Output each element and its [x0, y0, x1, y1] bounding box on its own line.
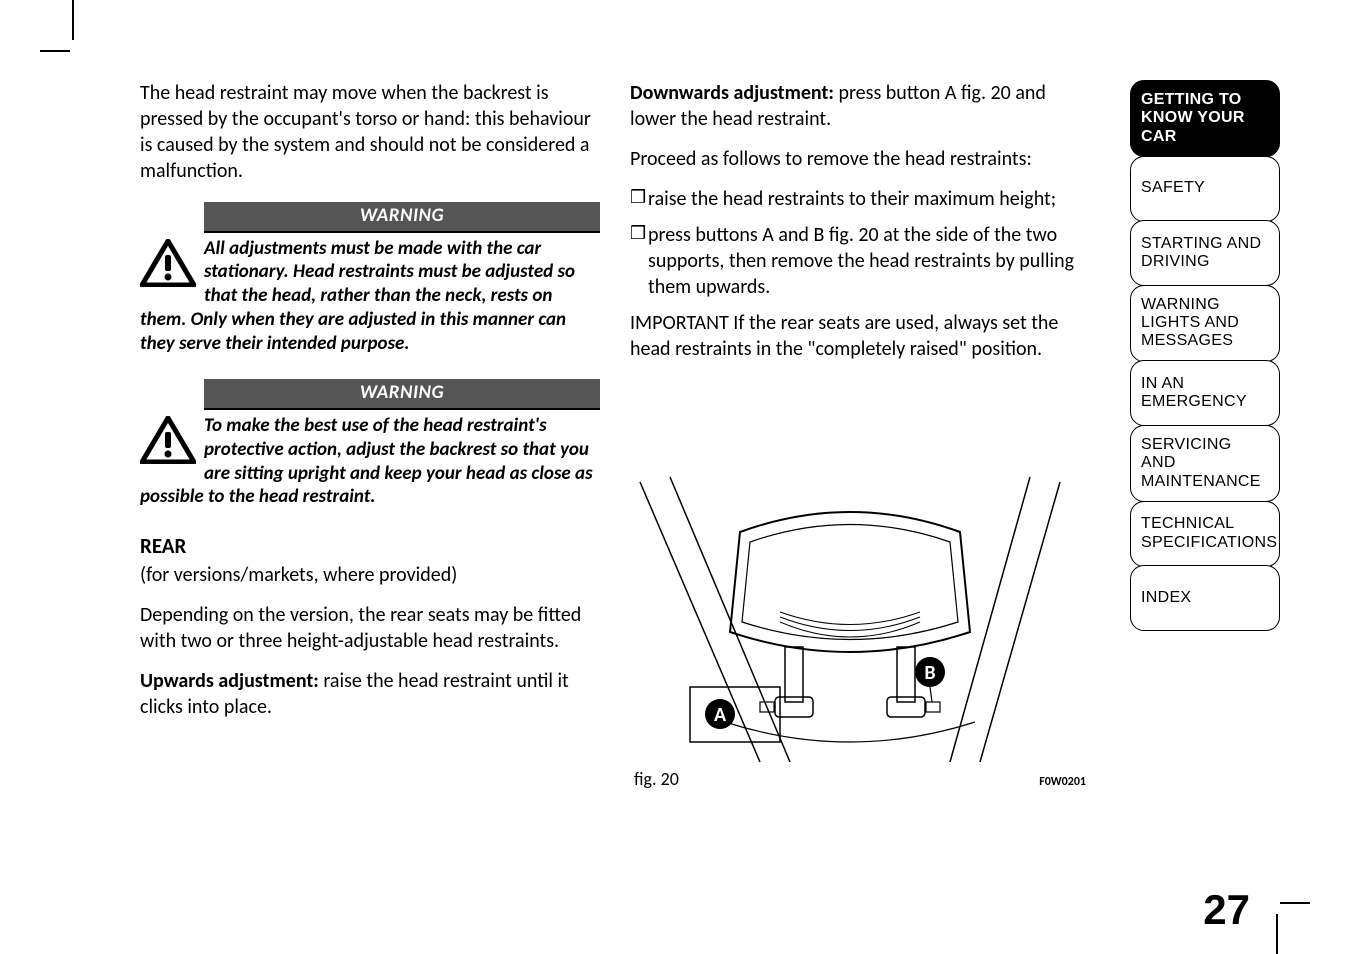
- label-b: B: [924, 661, 935, 685]
- rear-title: REAR: [140, 533, 600, 560]
- bullet-item: ❒ raise the head restraints to their max…: [630, 186, 1090, 212]
- warning-triangle-icon: [140, 416, 196, 464]
- tab-label: STARTING AND DRIVING: [1141, 235, 1269, 272]
- upward-label: Upwards adjustment:: [140, 669, 319, 693]
- tab-label: TECHNICAL SPECIFICATIONS: [1141, 515, 1277, 552]
- bullet-text: raise the head restraints to their maxim…: [648, 186, 1090, 212]
- warning-body: All adjustments must be made with the ca…: [140, 237, 600, 356]
- tab-label: INDEX: [1141, 589, 1191, 607]
- bullet-icon: ❒: [630, 186, 648, 209]
- label-a: A: [714, 703, 727, 727]
- tab-label: GETTING TO KNOW YOUR CAR: [1141, 91, 1269, 146]
- figure-20: A B fig. 20 F0W0201: [630, 472, 1090, 791]
- tab-warning-lights[interactable]: WARNING LIGHTS AND MESSAGES: [1130, 285, 1280, 362]
- tab-label: WARNING LIGHTS AND MESSAGES: [1141, 296, 1269, 351]
- tab-getting-to-know[interactable]: GETTING TO KNOW YOUR CAR: [1130, 80, 1280, 157]
- section-tabs: GETTING TO KNOW YOUR CAR SAFETY STARTING…: [1130, 80, 1280, 894]
- warning-text: To make the best use of the head restrai…: [140, 414, 593, 508]
- rear-paragraph: Depending on the version, the rear seats…: [140, 602, 600, 654]
- intro-paragraph: The head restraint may move when the bac…: [140, 80, 600, 184]
- warning-text: All adjustments must be made with the ca…: [140, 237, 575, 355]
- downward-label: Downwards adjustment:: [630, 81, 834, 105]
- page-number: 27: [1203, 886, 1250, 934]
- tab-starting-driving[interactable]: STARTING AND DRIVING: [1130, 220, 1280, 286]
- bullet-item: ❒ press buttons A and B fig. 20 at the s…: [630, 222, 1090, 300]
- important-paragraph: IMPORTANT If the rear seats are used, al…: [630, 310, 1090, 362]
- figure-code: F0W0201: [1039, 775, 1086, 791]
- content-area: The head restraint may move when the bac…: [140, 80, 1090, 894]
- warning-box-2: WARNING To make the best use of the head…: [140, 379, 600, 509]
- tab-label: SERVICING AND MAINTENANCE: [1141, 436, 1269, 491]
- tab-label: SAFETY: [1141, 179, 1205, 197]
- crop-mark: [1280, 902, 1310, 904]
- right-column: Downwards adjustment: press button A fig…: [630, 80, 1090, 894]
- warning-header: WARNING: [204, 379, 600, 410]
- warning-triangle-icon: [140, 239, 196, 287]
- crop-mark: [1276, 914, 1278, 954]
- figure-caption: fig. 20 F0W0201: [630, 768, 1090, 791]
- crop-mark: [72, 0, 74, 40]
- crop-mark: [40, 50, 70, 52]
- warning-header: WARNING: [204, 202, 600, 233]
- figure-label: fig. 20: [634, 768, 679, 791]
- page: The head restraint may move when the bac…: [140, 80, 1280, 894]
- upward-paragraph: Upwards adjustment: raise the head restr…: [140, 668, 600, 720]
- tab-emergency[interactable]: IN AN EMERGENCY: [1130, 360, 1280, 426]
- tab-index[interactable]: INDEX: [1130, 565, 1280, 631]
- bullet-icon: ❒: [630, 222, 648, 245]
- rear-subtitle: (for versions/markets, where provided): [140, 562, 600, 588]
- tab-label: IN AN EMERGENCY: [1141, 375, 1269, 412]
- tab-safety[interactable]: SAFETY: [1130, 156, 1280, 222]
- tab-servicing[interactable]: SERVICING AND MAINTENANCE: [1130, 425, 1280, 502]
- downward-paragraph: Downwards adjustment: press button A fig…: [630, 80, 1090, 132]
- warning-box-1: WARNING All adjustments must be made wit…: [140, 202, 600, 355]
- headrest-diagram: A B: [630, 472, 1070, 762]
- tab-technical[interactable]: TECHNICAL SPECIFICATIONS: [1130, 501, 1280, 567]
- proceed-paragraph: Proceed as follows to remove the head re…: [630, 146, 1090, 172]
- warning-body: To make the best use of the head restrai…: [140, 414, 600, 509]
- left-column: The head restraint may move when the bac…: [140, 80, 600, 894]
- bullet-text: press buttons A and B fig. 20 at the sid…: [648, 222, 1090, 300]
